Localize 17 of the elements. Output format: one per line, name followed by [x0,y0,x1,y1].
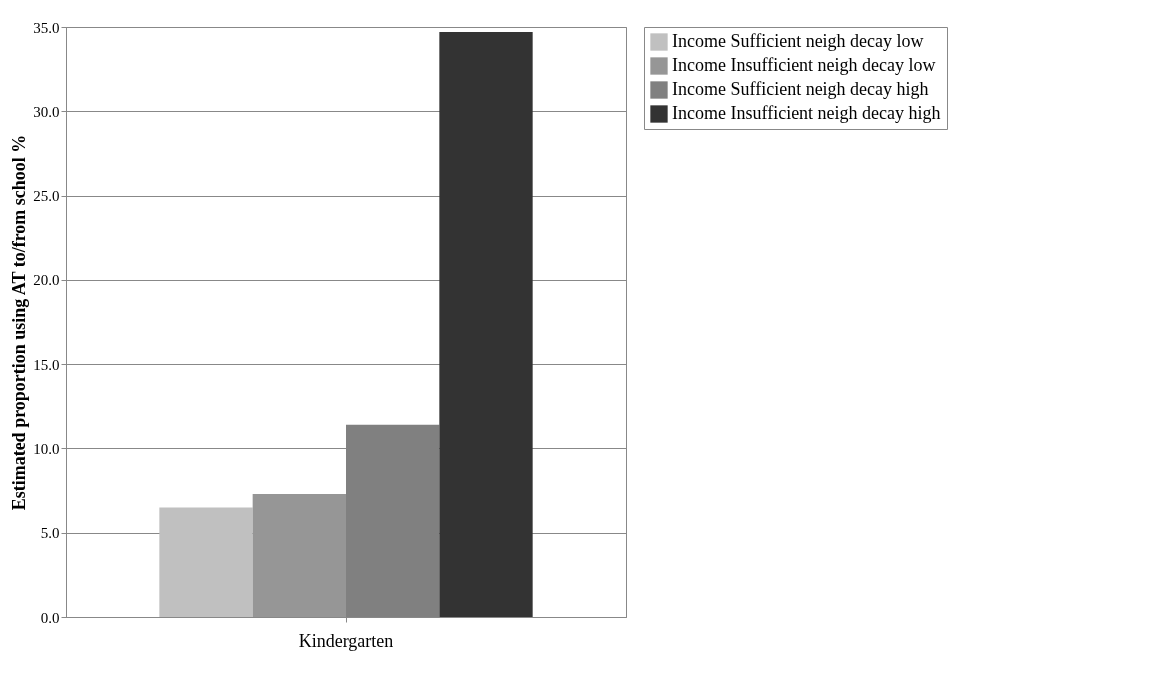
y-axis-title: Estimated proportion using AT to/from school % [9,134,30,511]
y-tick-label: 0.0 [40,609,60,626]
legend-label: Income Insufficient neigh decay high [672,103,941,123]
legend-label: Income Insufficient neigh decay low [672,55,936,75]
y-tick-label: 30.0 [33,103,60,120]
bar [159,507,253,617]
y-tick-label: 20.0 [33,272,60,289]
y-tick-label: 5.0 [40,525,60,542]
y-tick-label: 25.0 [33,188,60,205]
legend-label: Income Sufficient neigh decay low [672,31,924,51]
legend-label: Income Sufficient neigh decay high [672,79,929,99]
y-tick-label: 35.0 [33,19,60,36]
y-tick-label: 15.0 [33,356,60,373]
bar [439,32,533,617]
bar [252,493,346,617]
x-tick-label: Kindergarten [298,630,394,651]
y-tick-label: 10.0 [33,440,60,457]
